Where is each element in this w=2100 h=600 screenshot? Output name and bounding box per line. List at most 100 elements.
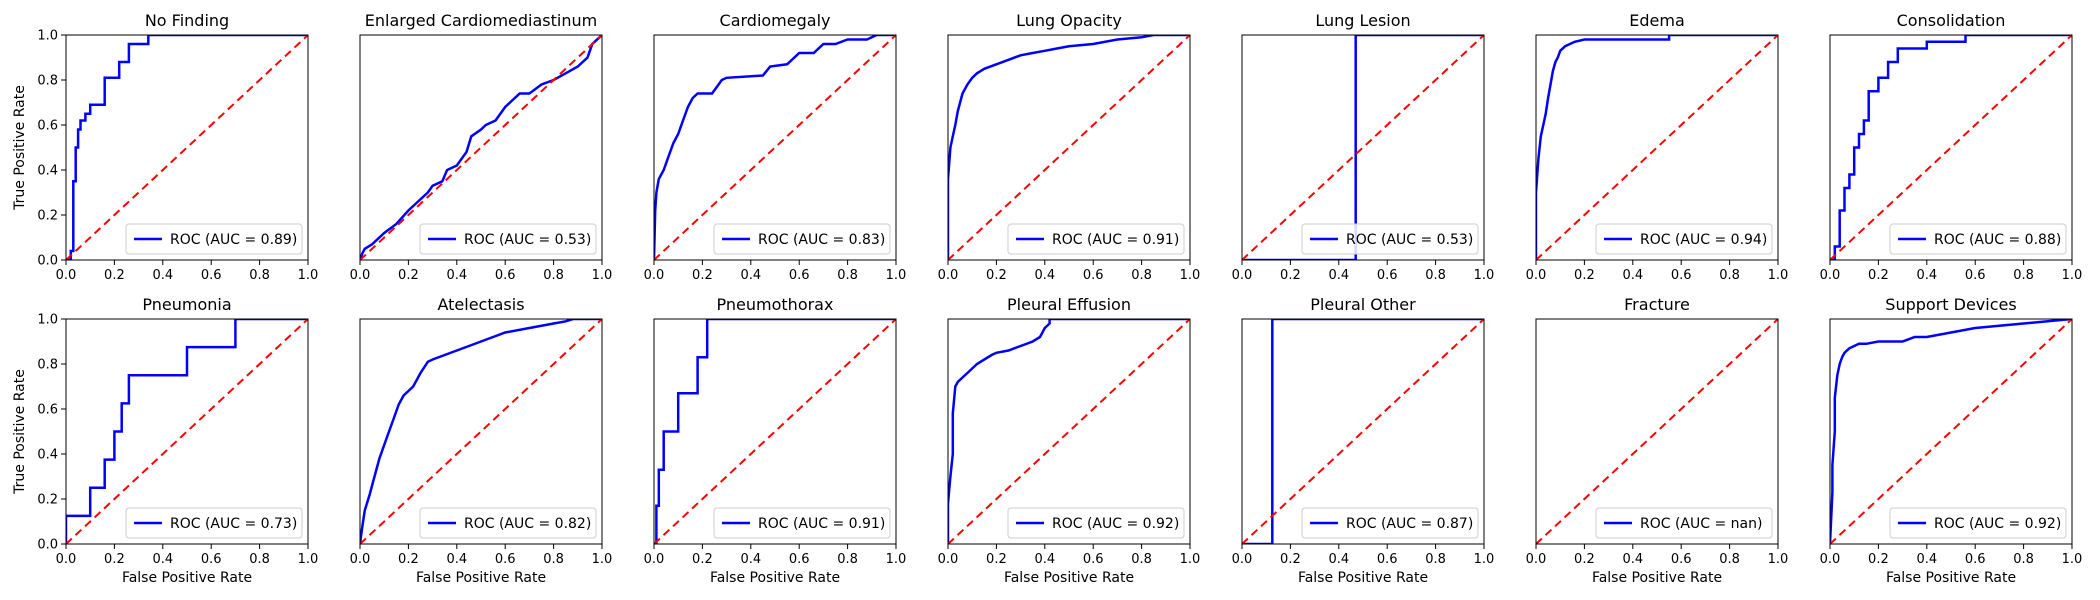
x-tick-label: 0.0: [56, 268, 77, 283]
legend-label: ROC (AUC = 0.53): [464, 232, 591, 248]
subplot-title: Consolidation: [1897, 11, 2006, 30]
axes-frame: [947, 318, 1191, 545]
subplot-title: Lung Lesion: [1315, 11, 1410, 30]
x-tick-label: 0.4: [1328, 268, 1349, 283]
subplot-title: Cardiomegaly: [720, 11, 831, 30]
y-tick-label: 0.8: [37, 358, 58, 373]
legend: ROC (AUC = 0.53): [419, 223, 597, 255]
legend-box: [1301, 507, 1479, 539]
axes-frame: [1829, 318, 2073, 545]
legend: ROC (AUC = 0.92): [1007, 507, 1185, 539]
legend-box: [1007, 507, 1185, 539]
legend-label: ROC (AUC = 0.87): [1346, 516, 1473, 532]
roc-curve: [654, 35, 896, 260]
x-axis-label: False Positive Rate: [1592, 570, 1722, 586]
legend-label: ROC (AUC = 0.73): [170, 516, 297, 532]
subplot-pleural-other: 0.0 0.2 0.4 0.6 0.8 1.0 False Positive Rate Ple…: [1232, 295, 1495, 586]
x-tick-label: 0.0: [1232, 268, 1253, 283]
subplot-consolidation: 0.0 0.2 0.4 0.6 0.8 1.0 Consolidation ROC (AUC …: [1820, 11, 2083, 283]
y-tick-label: 0.0: [37, 538, 58, 553]
x-tick-label: 0.6: [1671, 268, 1692, 283]
x-tick-label: 0.2: [398, 552, 419, 567]
x-axis-label: False Positive Rate: [1886, 570, 2016, 586]
chance-line: [654, 319, 896, 544]
x-tick-label: 0.0: [56, 552, 77, 567]
plot-area: [654, 35, 896, 260]
legend-label: ROC (AUC = 0.92): [1052, 516, 1179, 532]
x-axis-label: False Positive Rate: [710, 570, 840, 586]
x-tick-label: 0.2: [1868, 552, 1889, 567]
subplot-lung-opacity: 0.0 0.2 0.4 0.6 0.8 1.0 Lung Opacity ROC (AUC =…: [938, 11, 1201, 283]
legend: ROC (AUC = 0.73): [125, 507, 303, 539]
x-tick-label: 1.0: [1474, 268, 1495, 283]
x-tick-label: 0.4: [446, 552, 467, 567]
x-tick-label: 0.8: [1131, 268, 1152, 283]
x-tick-label: 0.2: [1280, 268, 1301, 283]
x-tick-label: 0.8: [1719, 552, 1740, 567]
chance-line: [1830, 35, 2072, 260]
x-tick-label: 0.8: [837, 268, 858, 283]
x-tick-label: 1.0: [1180, 552, 1201, 567]
legend: ROC (AUC = nan): [1595, 507, 1773, 539]
x-tick-label: 1.0: [592, 268, 613, 283]
x-tick-label: 0.2: [104, 268, 125, 283]
legend-label: ROC (AUC = 0.94): [1640, 232, 1767, 248]
chance-line: [66, 319, 308, 544]
legend: ROC (AUC = 0.91): [713, 507, 891, 539]
y-tick-label: 0.8: [37, 74, 58, 89]
chance-line: [1830, 319, 2072, 544]
x-tick-label: 0.2: [1280, 552, 1301, 567]
y-axis-label: True Positive Rate: [12, 85, 28, 211]
x-tick-label: 0.0: [1526, 268, 1547, 283]
chance-line: [1536, 35, 1778, 260]
y-tick-label: 0.6: [37, 119, 58, 134]
axes-frame: [65, 318, 309, 545]
x-tick-label: 0.0: [938, 268, 959, 283]
chance-line: [66, 35, 308, 260]
x-tick-label: 0.0: [1820, 552, 1841, 567]
legend-label: ROC (AUC = nan): [1640, 516, 1762, 532]
plot-area: [948, 319, 1190, 544]
x-tick-label: 0.2: [692, 552, 713, 567]
x-tick-label: 0.8: [837, 552, 858, 567]
x-tick-label: 0.8: [1131, 552, 1152, 567]
roc-curve: [66, 35, 308, 260]
subplot-title: Lung Opacity: [1016, 11, 1122, 30]
subplot-pneumonia: 0.0 0.2 0.4 0.6 0.8 1.0 0.0 0.2 0.4 0.6 0.8 1.0 True…: [12, 295, 318, 586]
x-tick-label: 0.4: [152, 552, 173, 567]
x-tick-label: 1.0: [2062, 552, 2083, 567]
legend: ROC (AUC = 0.91): [1007, 223, 1185, 255]
x-tick-label: 0.6: [201, 268, 222, 283]
x-tick-label: 0.4: [1916, 552, 1937, 567]
legend-label: ROC (AUC = 0.53): [1346, 232, 1473, 248]
subplot-title: Atelectasis: [437, 295, 524, 314]
x-tick-label: 0.8: [543, 268, 564, 283]
x-tick-label: 0.2: [398, 268, 419, 283]
plot-area: [66, 35, 308, 260]
roc-curve: [1242, 319, 1484, 544]
subplot-no-finding: 0.0 0.2 0.4 0.6 0.8 1.0 0.0 0.2 0.4 0.6 0.8 1.0 True…: [12, 11, 318, 283]
axes-frame: [947, 34, 1191, 261]
x-tick-label: 1.0: [1474, 552, 1495, 567]
subplot-pneumothorax: 0.0 0.2 0.4 0.6 0.8 1.0 False Positive Rate Pne…: [644, 295, 907, 586]
axes-frame: [1829, 34, 2073, 261]
legend-box: [1595, 223, 1773, 255]
x-tick-label: 0.4: [1622, 552, 1643, 567]
x-tick-label: 0.0: [350, 552, 371, 567]
x-tick-label: 0.4: [1034, 552, 1055, 567]
legend: ROC (AUC = 0.88): [1889, 223, 2067, 255]
x-tick-label: 1.0: [1768, 268, 1789, 283]
legend-box: [1889, 223, 2067, 255]
chance-line: [360, 319, 602, 544]
roc-curve: [948, 35, 1190, 260]
legend-label: ROC (AUC = 0.91): [1052, 232, 1179, 248]
x-axis-label: False Positive Rate: [1298, 570, 1428, 586]
legend-label: ROC (AUC = 0.83): [758, 232, 885, 248]
roc-curve: [360, 319, 602, 544]
subplot-edema: 0.0 0.2 0.4 0.6 0.8 1.0 Edema ROC (AUC = 0.94): [1526, 11, 1789, 283]
subplot-atelectasis: 0.0 0.2 0.4 0.6 0.8 1.0 False Positive Rate Ate…: [350, 295, 613, 586]
legend-box: [713, 507, 891, 539]
x-tick-label: 0.2: [1868, 268, 1889, 283]
x-tick-label: 1.0: [886, 268, 907, 283]
legend-box: [1889, 507, 2067, 539]
